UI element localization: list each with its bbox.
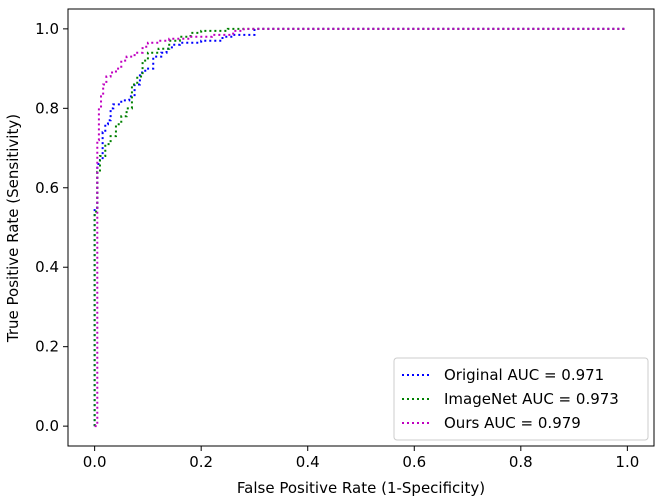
legend-label: ImageNet AUC = 0.973 <box>444 390 619 408</box>
legend-label: Ours AUC = 0.979 <box>444 414 581 432</box>
y-axis: 0.0 0.2 0.4 0.6 0.8 1.0 <box>35 20 68 435</box>
x-tick-label: 0.0 <box>83 453 107 471</box>
y-tick-label: 1.0 <box>35 20 59 38</box>
y-tick-label: 0.8 <box>35 99 59 117</box>
y-tick-label: 0.0 <box>35 417 59 435</box>
y-axis-label: True Positive Rate (Sensitivity) <box>4 114 22 343</box>
series-line-0 <box>93 27 628 427</box>
legend: Original AUC = 0.971 ImageNet AUC = 0.973… <box>393 357 649 441</box>
x-tick-label: 0.4 <box>296 453 320 471</box>
x-tick-label: 0.8 <box>509 453 533 471</box>
legend-label: Original AUC = 0.971 <box>444 366 604 384</box>
y-tick-label: 0.4 <box>35 258 59 276</box>
x-tick-label: 0.2 <box>189 453 213 471</box>
x-axis-label: False Positive Rate (1-Specificity) <box>237 479 485 497</box>
series-group <box>93 27 628 428</box>
y-tick-label: 0.2 <box>35 338 59 356</box>
x-tick-label: 1.0 <box>615 453 639 471</box>
x-axis: 0.0 0.2 0.4 0.6 0.8 1.0 <box>83 446 639 471</box>
legend-box <box>393 357 649 441</box>
series-line-2 <box>94 27 628 428</box>
x-tick-label: 0.6 <box>402 453 426 471</box>
y-tick-label: 0.6 <box>35 179 59 197</box>
